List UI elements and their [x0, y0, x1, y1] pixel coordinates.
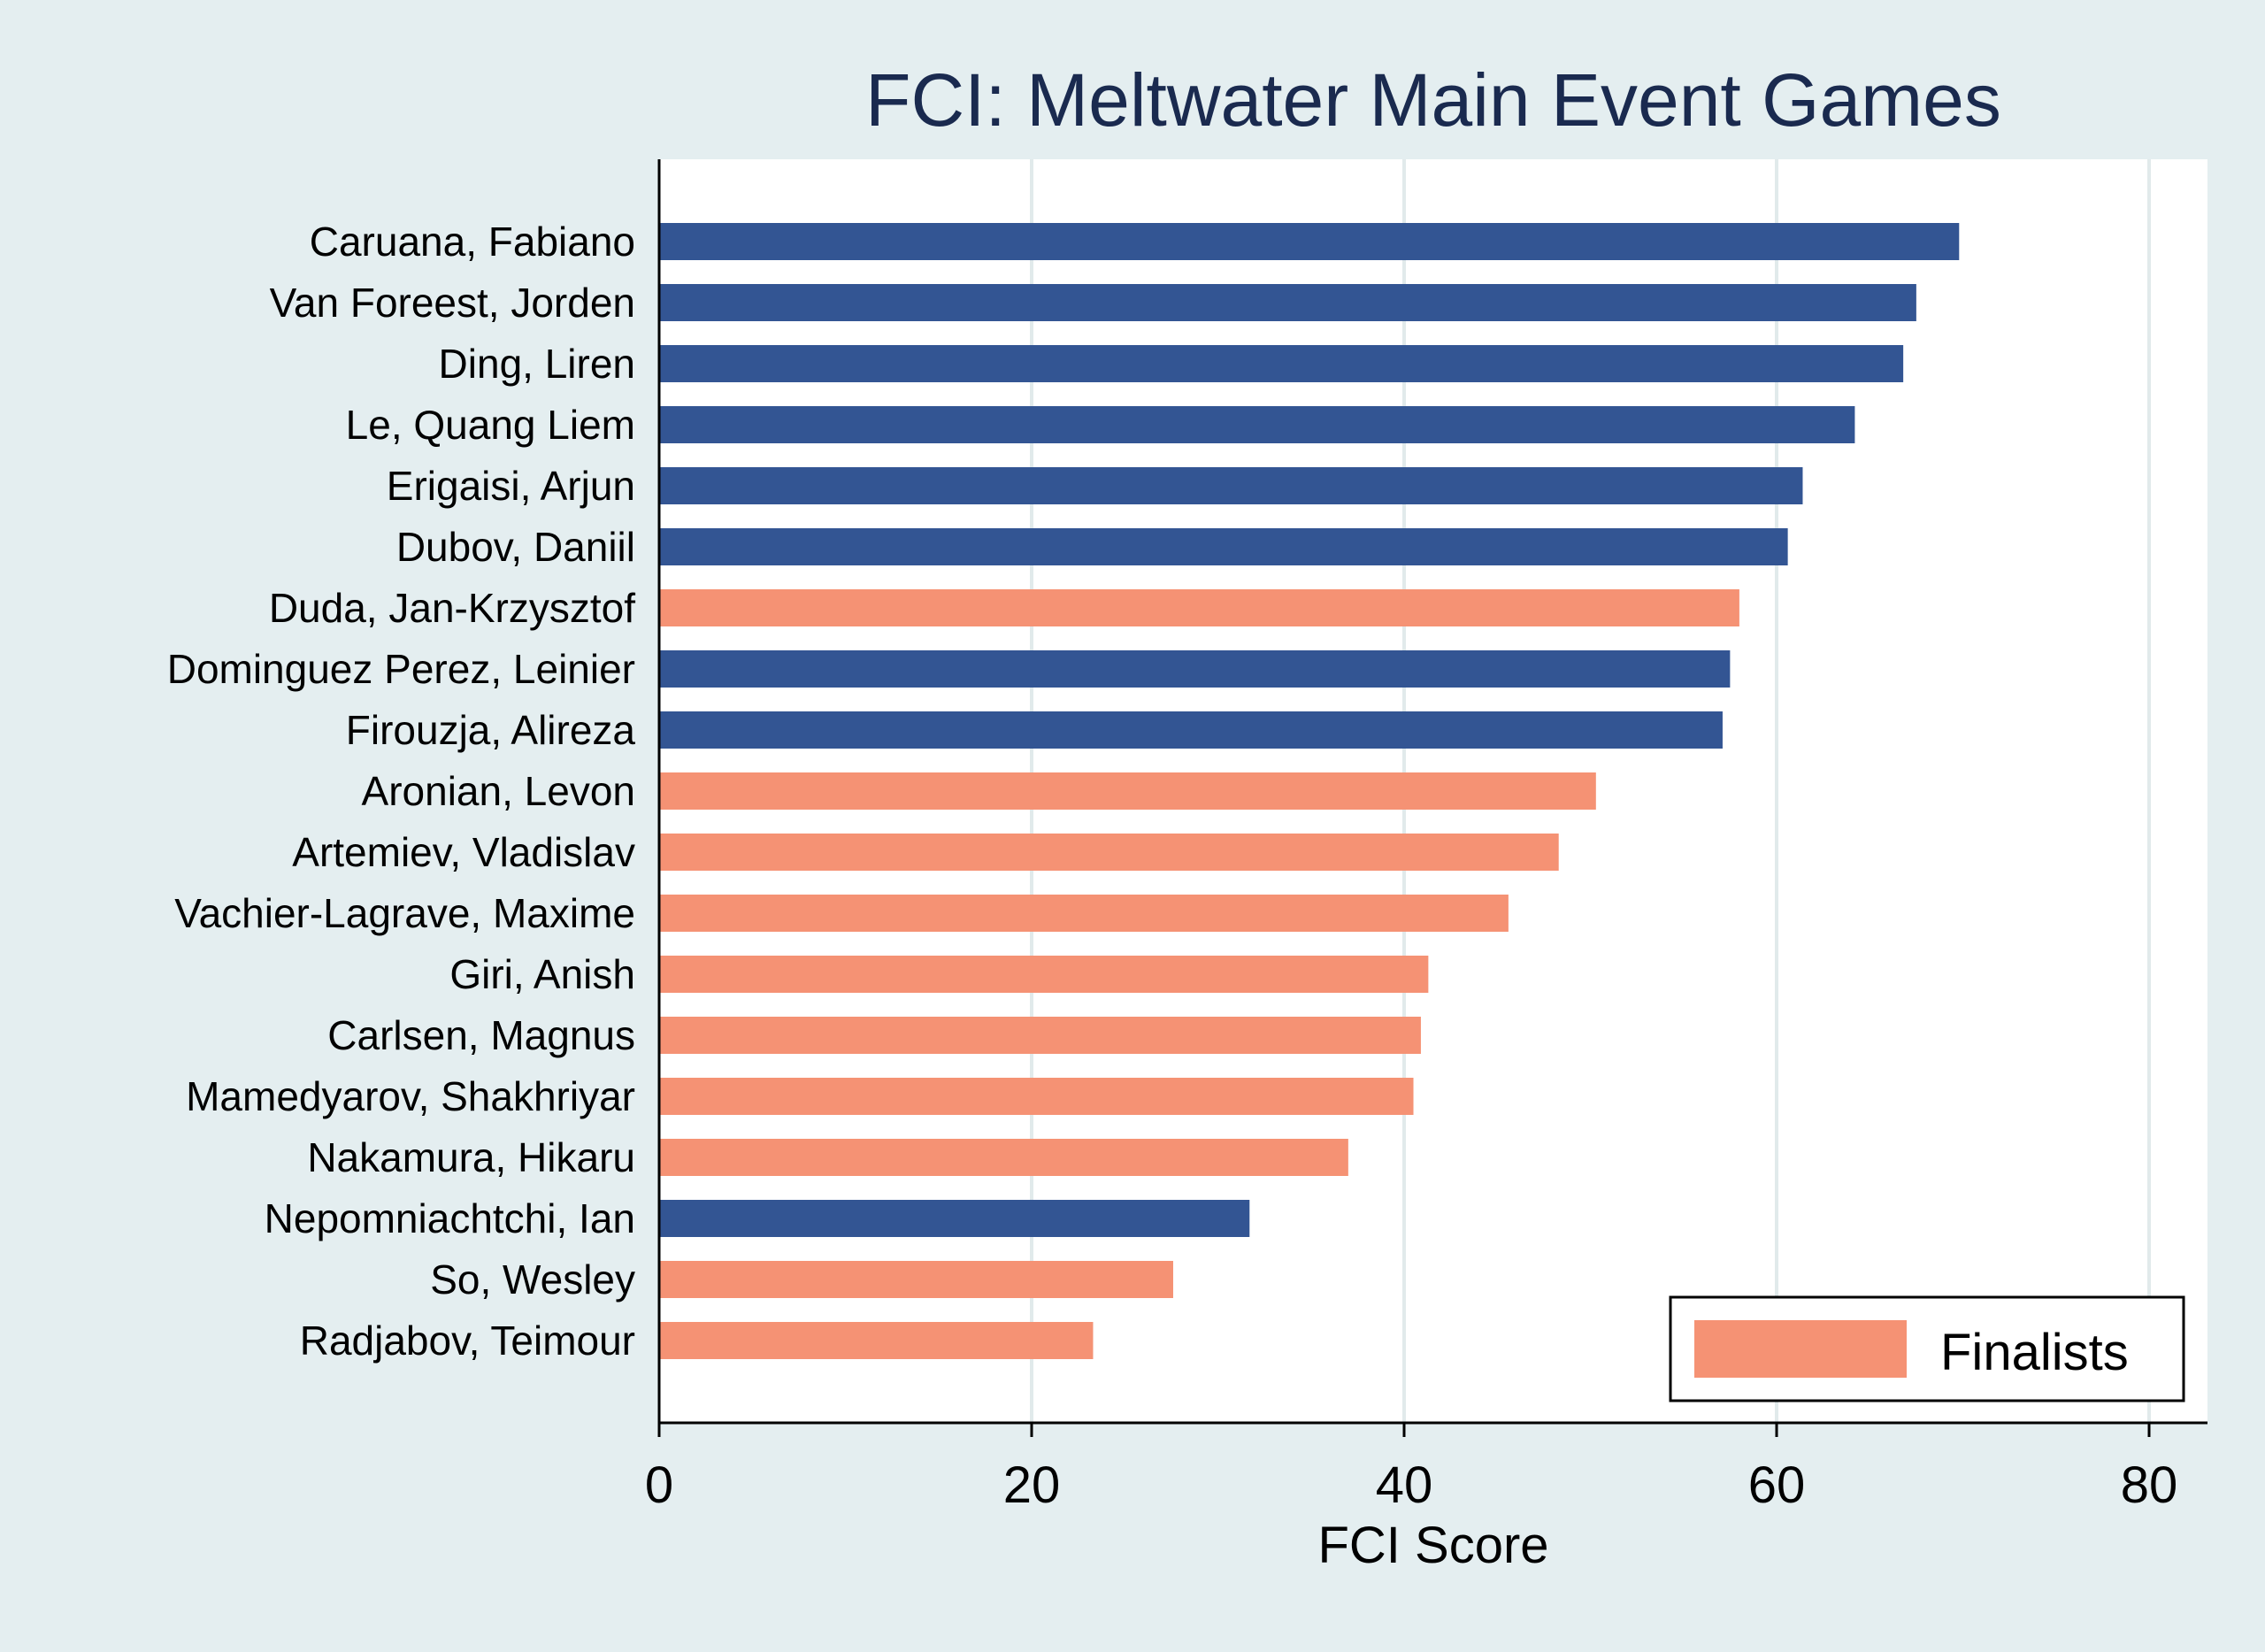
y-tick-label-15: Nakamura, Hikaru: [307, 1134, 635, 1180]
bar-5: [659, 528, 1788, 565]
y-tick-label-16: Nepomniachtchi, Ian: [265, 1195, 635, 1241]
y-tick-label-5: Dubov, Daniil: [396, 524, 635, 570]
bar-4: [659, 467, 1803, 504]
y-tick-label-18: Radjabov, Teimour: [300, 1318, 635, 1364]
bar-2: [659, 345, 1904, 382]
bar-9: [659, 772, 1596, 810]
y-tick-label-11: Vachier-Lagrave, Maxime: [174, 890, 635, 936]
y-tick-label-9: Aronian, Levon: [362, 768, 635, 814]
y-tick-label-4: Erigaisi, Arjun: [387, 463, 635, 509]
bar-10: [659, 834, 1559, 871]
x-tick-label-0: 0: [645, 1456, 673, 1514]
bar-16: [659, 1200, 1250, 1237]
y-tick-label-13: Carlsen, Magnus: [327, 1012, 635, 1058]
y-tick-label-14: Mamedyarov, Shakhriyar: [186, 1073, 635, 1119]
x-axis-title: FCI Score: [1317, 1517, 1548, 1574]
y-tick-label-1: Van Foreest, Jorden: [270, 280, 635, 326]
bar-6: [659, 589, 1739, 626]
y-tick-label-0: Caruana, Fabiano: [310, 219, 635, 265]
category-labels: Caruana, Fabiano Van Foreest, Jorden Ding,…: [167, 219, 636, 1364]
x-tick-label-20: 20: [1003, 1456, 1061, 1514]
bar-0: [659, 223, 1960, 260]
y-tick-label-17: So, Wesley: [430, 1256, 635, 1302]
bar-3: [659, 406, 1855, 443]
y-tick-label-3: Le, Quang Liem: [346, 402, 635, 448]
x-tick-label-80: 80: [2121, 1456, 2178, 1514]
bar-8: [659, 711, 1723, 749]
x-axis-ticks: 0 20 40 60 80: [645, 1423, 2177, 1514]
y-tick-label-8: Firouzja, Alireza: [346, 707, 636, 753]
bar-1: [659, 284, 1916, 321]
y-tick-label-2: Ding, Liren: [439, 341, 635, 387]
chart-title: FCI: Meltwater Main Event Games: [865, 58, 2001, 142]
bar-7: [659, 650, 1731, 688]
bar-18: [659, 1322, 1094, 1359]
bar-12: [659, 956, 1429, 993]
x-tick-label-60: 60: [1748, 1456, 1806, 1514]
bar-13: [659, 1017, 1421, 1054]
y-tick-label-12: Giri, Anish: [449, 951, 635, 997]
y-tick-label-10: Artemiev, Vladislav: [292, 829, 635, 875]
bar-14: [659, 1078, 1414, 1115]
y-tick-label-7: Dominguez Perez, Leinier: [167, 646, 635, 692]
bar-15: [659, 1139, 1348, 1176]
bar-17: [659, 1261, 1173, 1298]
bars: [659, 223, 1960, 1359]
y-tick-label-6: Duda, Jan-Krzysztof: [269, 585, 635, 631]
bar-11: [659, 895, 1509, 932]
legend-label-finalists: Finalists: [1940, 1324, 2129, 1381]
legend: Finalists: [1669, 1295, 2185, 1402]
x-tick-label-40: 40: [1376, 1456, 1433, 1514]
legend-swatch-finalists: [1694, 1320, 1907, 1378]
